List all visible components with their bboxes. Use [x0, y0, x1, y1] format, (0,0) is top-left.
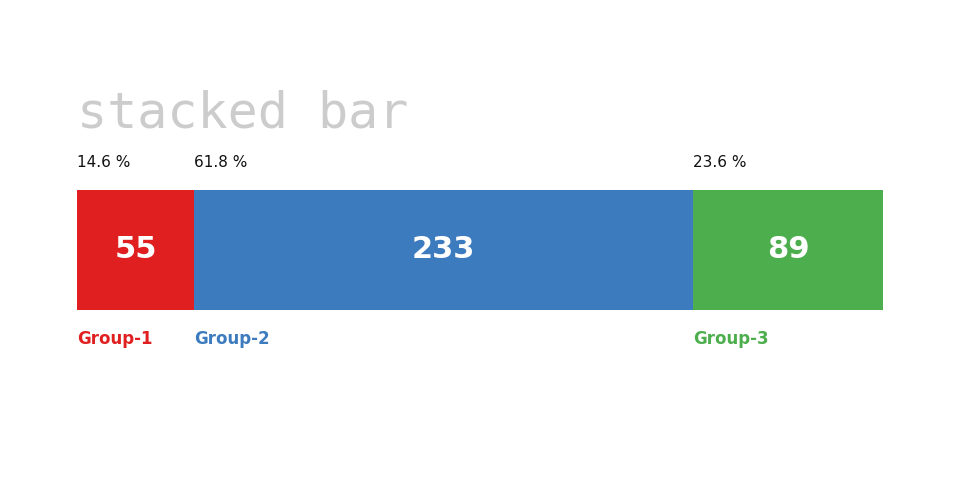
Text: 89: 89	[767, 236, 809, 264]
Text: 61.8 %: 61.8 %	[195, 155, 248, 170]
Text: stacked bar: stacked bar	[77, 90, 408, 138]
Text: 23.6 %: 23.6 %	[693, 155, 746, 170]
Text: Group-3: Group-3	[693, 330, 768, 348]
Bar	[195, 190, 693, 310]
Text: 55: 55	[114, 236, 156, 264]
Text: Group-1: Group-1	[77, 330, 153, 348]
Text: 14.6 %: 14.6 %	[77, 155, 131, 170]
Bar	[693, 190, 883, 310]
Text: Group-2: Group-2	[195, 330, 270, 348]
Bar	[77, 190, 195, 310]
Text: 233: 233	[412, 236, 475, 264]
